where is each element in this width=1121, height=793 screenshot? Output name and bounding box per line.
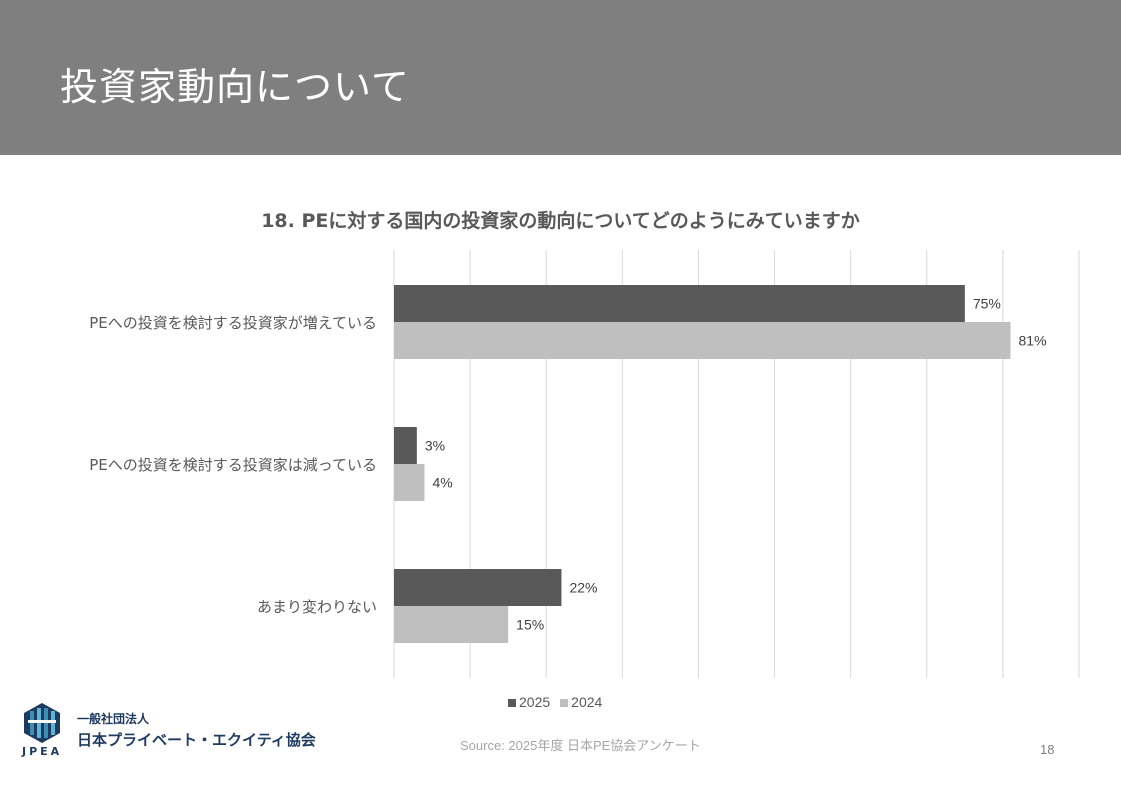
legend-item-2025: 2025: [508, 694, 550, 710]
chart-legend: 2025 2024: [508, 694, 602, 710]
category-label: PEへの投資を検討する投資家が増えている: [89, 314, 377, 332]
bar-2025: [394, 427, 417, 464]
data-label: 75%: [973, 296, 1001, 312]
category-label: PEへの投資を検討する投資家は減っている: [89, 456, 377, 474]
legend-label: 2024: [571, 694, 603, 710]
slide-header: 投資家動向について: [0, 0, 1121, 155]
data-label: 81%: [1019, 333, 1047, 349]
logo-line2: 日本プライベート・エクイティ協会: [77, 731, 316, 749]
logo-line1: 一般社団法人: [77, 712, 150, 726]
legend-label: 2025: [519, 694, 551, 710]
data-label: 4%: [432, 475, 452, 491]
category-label: あまり変わりない: [257, 598, 377, 616]
bar-2025: [394, 569, 562, 606]
bar-2024: [394, 464, 425, 501]
data-label: 15%: [516, 617, 544, 633]
jpea-logo-icon: [24, 703, 60, 743]
chart-title: 18. PEに対する国内の投資家の動向についてどのようにみていますか: [261, 210, 860, 232]
legend-swatch: [508, 699, 516, 707]
jpea-logo: JPEA 一般社団法人 日本プライベート・エクイティ協会: [22, 703, 322, 763]
logo-abbr: JPEA: [22, 745, 63, 758]
bar-2024: [394, 322, 1011, 359]
legend-swatch: [560, 699, 569, 707]
data-label: 22%: [569, 580, 597, 596]
page-number: 18: [1040, 742, 1055, 757]
bar-2025: [394, 285, 965, 322]
source-note: Source: 2025年度 日本PE協会アンケート: [460, 738, 701, 753]
data-label: 3%: [425, 438, 445, 454]
slide-title: 投資家動向について: [60, 65, 410, 109]
legend-item-2024: 2024: [560, 694, 602, 710]
bar-2024: [394, 606, 509, 643]
